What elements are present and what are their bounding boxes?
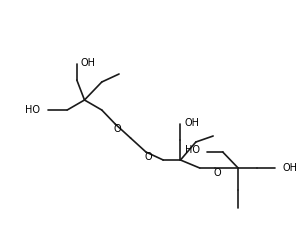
- Text: HO: HO: [185, 145, 200, 155]
- Text: O: O: [213, 168, 221, 178]
- Text: OH: OH: [184, 118, 199, 128]
- Text: OH: OH: [81, 58, 96, 68]
- Text: HO: HO: [25, 105, 40, 115]
- Text: OH: OH: [282, 163, 297, 173]
- Text: O: O: [113, 124, 121, 134]
- Text: O: O: [144, 152, 152, 162]
